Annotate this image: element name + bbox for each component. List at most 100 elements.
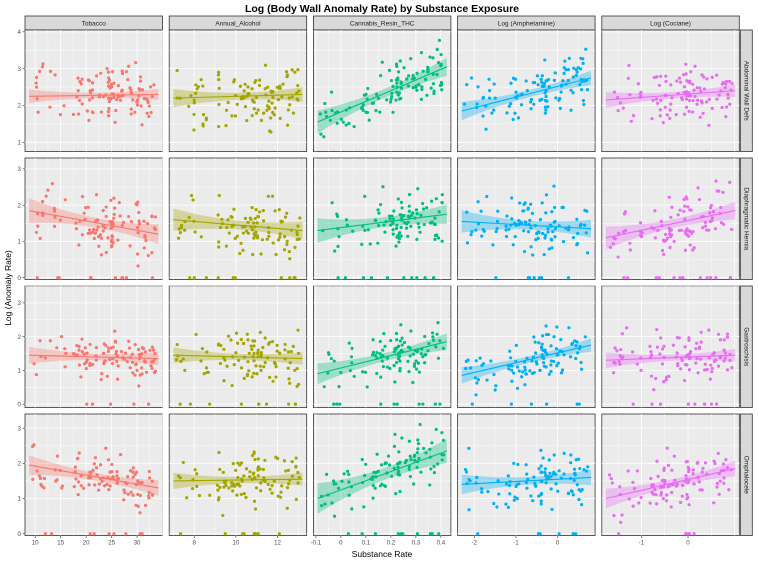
data-point (542, 82, 546, 86)
data-point (266, 194, 270, 198)
data-point (208, 493, 212, 497)
data-point (135, 225, 140, 230)
data-point (247, 351, 251, 355)
data-point (84, 366, 88, 371)
data-point (544, 94, 548, 99)
data-point (293, 245, 297, 250)
data-point (344, 123, 348, 127)
data-point (724, 79, 729, 83)
data-point (407, 192, 412, 197)
data-point (41, 213, 45, 217)
data-point (360, 370, 365, 374)
data-point (329, 90, 334, 94)
data-point (526, 230, 531, 234)
data-point (464, 359, 468, 363)
data-point (233, 276, 237, 280)
data-point (217, 86, 221, 90)
data-point (659, 219, 663, 223)
data-point (489, 359, 493, 363)
data-point (698, 86, 702, 90)
data-point (95, 473, 99, 477)
data-point (703, 224, 708, 228)
data-point (541, 231, 545, 236)
data-point (440, 239, 444, 243)
data-point (710, 366, 714, 371)
data-point (547, 85, 551, 89)
data-point (682, 73, 686, 77)
data-point (414, 367, 419, 371)
data-point (656, 228, 660, 233)
data-point (409, 329, 413, 333)
data-point (245, 332, 249, 336)
data-point (415, 212, 419, 216)
data-point (722, 481, 726, 485)
data-point (178, 532, 183, 536)
data-point (283, 348, 287, 352)
data-point (129, 469, 133, 473)
data-point (423, 276, 427, 280)
data-point (612, 360, 616, 364)
data-point (398, 369, 402, 373)
data-point (63, 365, 67, 369)
y-tick-label: 3 (18, 66, 22, 73)
data-point (566, 79, 570, 83)
data-point (36, 224, 40, 228)
confidence-band (605, 84, 736, 108)
data-point (124, 70, 129, 74)
data-point (525, 88, 529, 93)
data-point (394, 98, 398, 102)
fit-line (461, 476, 592, 485)
data-point (513, 235, 517, 239)
data-point (277, 532, 281, 536)
data-point (399, 81, 403, 85)
data-point (678, 80, 683, 84)
data-point (153, 227, 158, 231)
data-point (193, 230, 197, 234)
data-point (283, 215, 288, 219)
data-point (53, 215, 57, 219)
data-point (575, 217, 579, 221)
data-point (140, 123, 144, 127)
data-point (608, 473, 612, 477)
data-point (256, 108, 260, 112)
data-point (242, 474, 246, 478)
data-point (488, 89, 492, 93)
data-point (432, 470, 436, 475)
data-point (52, 206, 56, 210)
data-point (714, 276, 718, 280)
data-point (79, 375, 83, 379)
data-point (407, 345, 411, 349)
data-point (201, 84, 205, 88)
data-point (705, 367, 709, 372)
data-point (467, 446, 471, 450)
y-tick-label: 1 (18, 368, 22, 375)
data-point (249, 344, 253, 348)
data-point (560, 368, 565, 372)
data-point (708, 219, 713, 224)
data-point (544, 324, 548, 328)
data-point (420, 87, 424, 92)
data-point (297, 237, 301, 241)
data-point (550, 246, 554, 250)
data-point (699, 340, 703, 344)
data-point (150, 251, 154, 255)
data-point (715, 485, 719, 489)
data-point (104, 214, 108, 219)
data-point (326, 371, 330, 375)
data-point (623, 228, 628, 232)
data-point (238, 251, 242, 256)
data-point (104, 446, 108, 450)
strip-label-col-3: Log (Amphetamine) (498, 21, 555, 28)
data-point (562, 353, 566, 357)
data-point (79, 484, 83, 488)
data-point (244, 495, 248, 500)
data-point (323, 101, 327, 106)
data-point (110, 70, 115, 74)
data-point (201, 113, 206, 117)
data-point (704, 100, 709, 104)
data-point (660, 362, 665, 366)
data-point (352, 374, 356, 379)
data-point (363, 194, 367, 198)
data-point (672, 239, 676, 244)
data-point (287, 377, 291, 381)
